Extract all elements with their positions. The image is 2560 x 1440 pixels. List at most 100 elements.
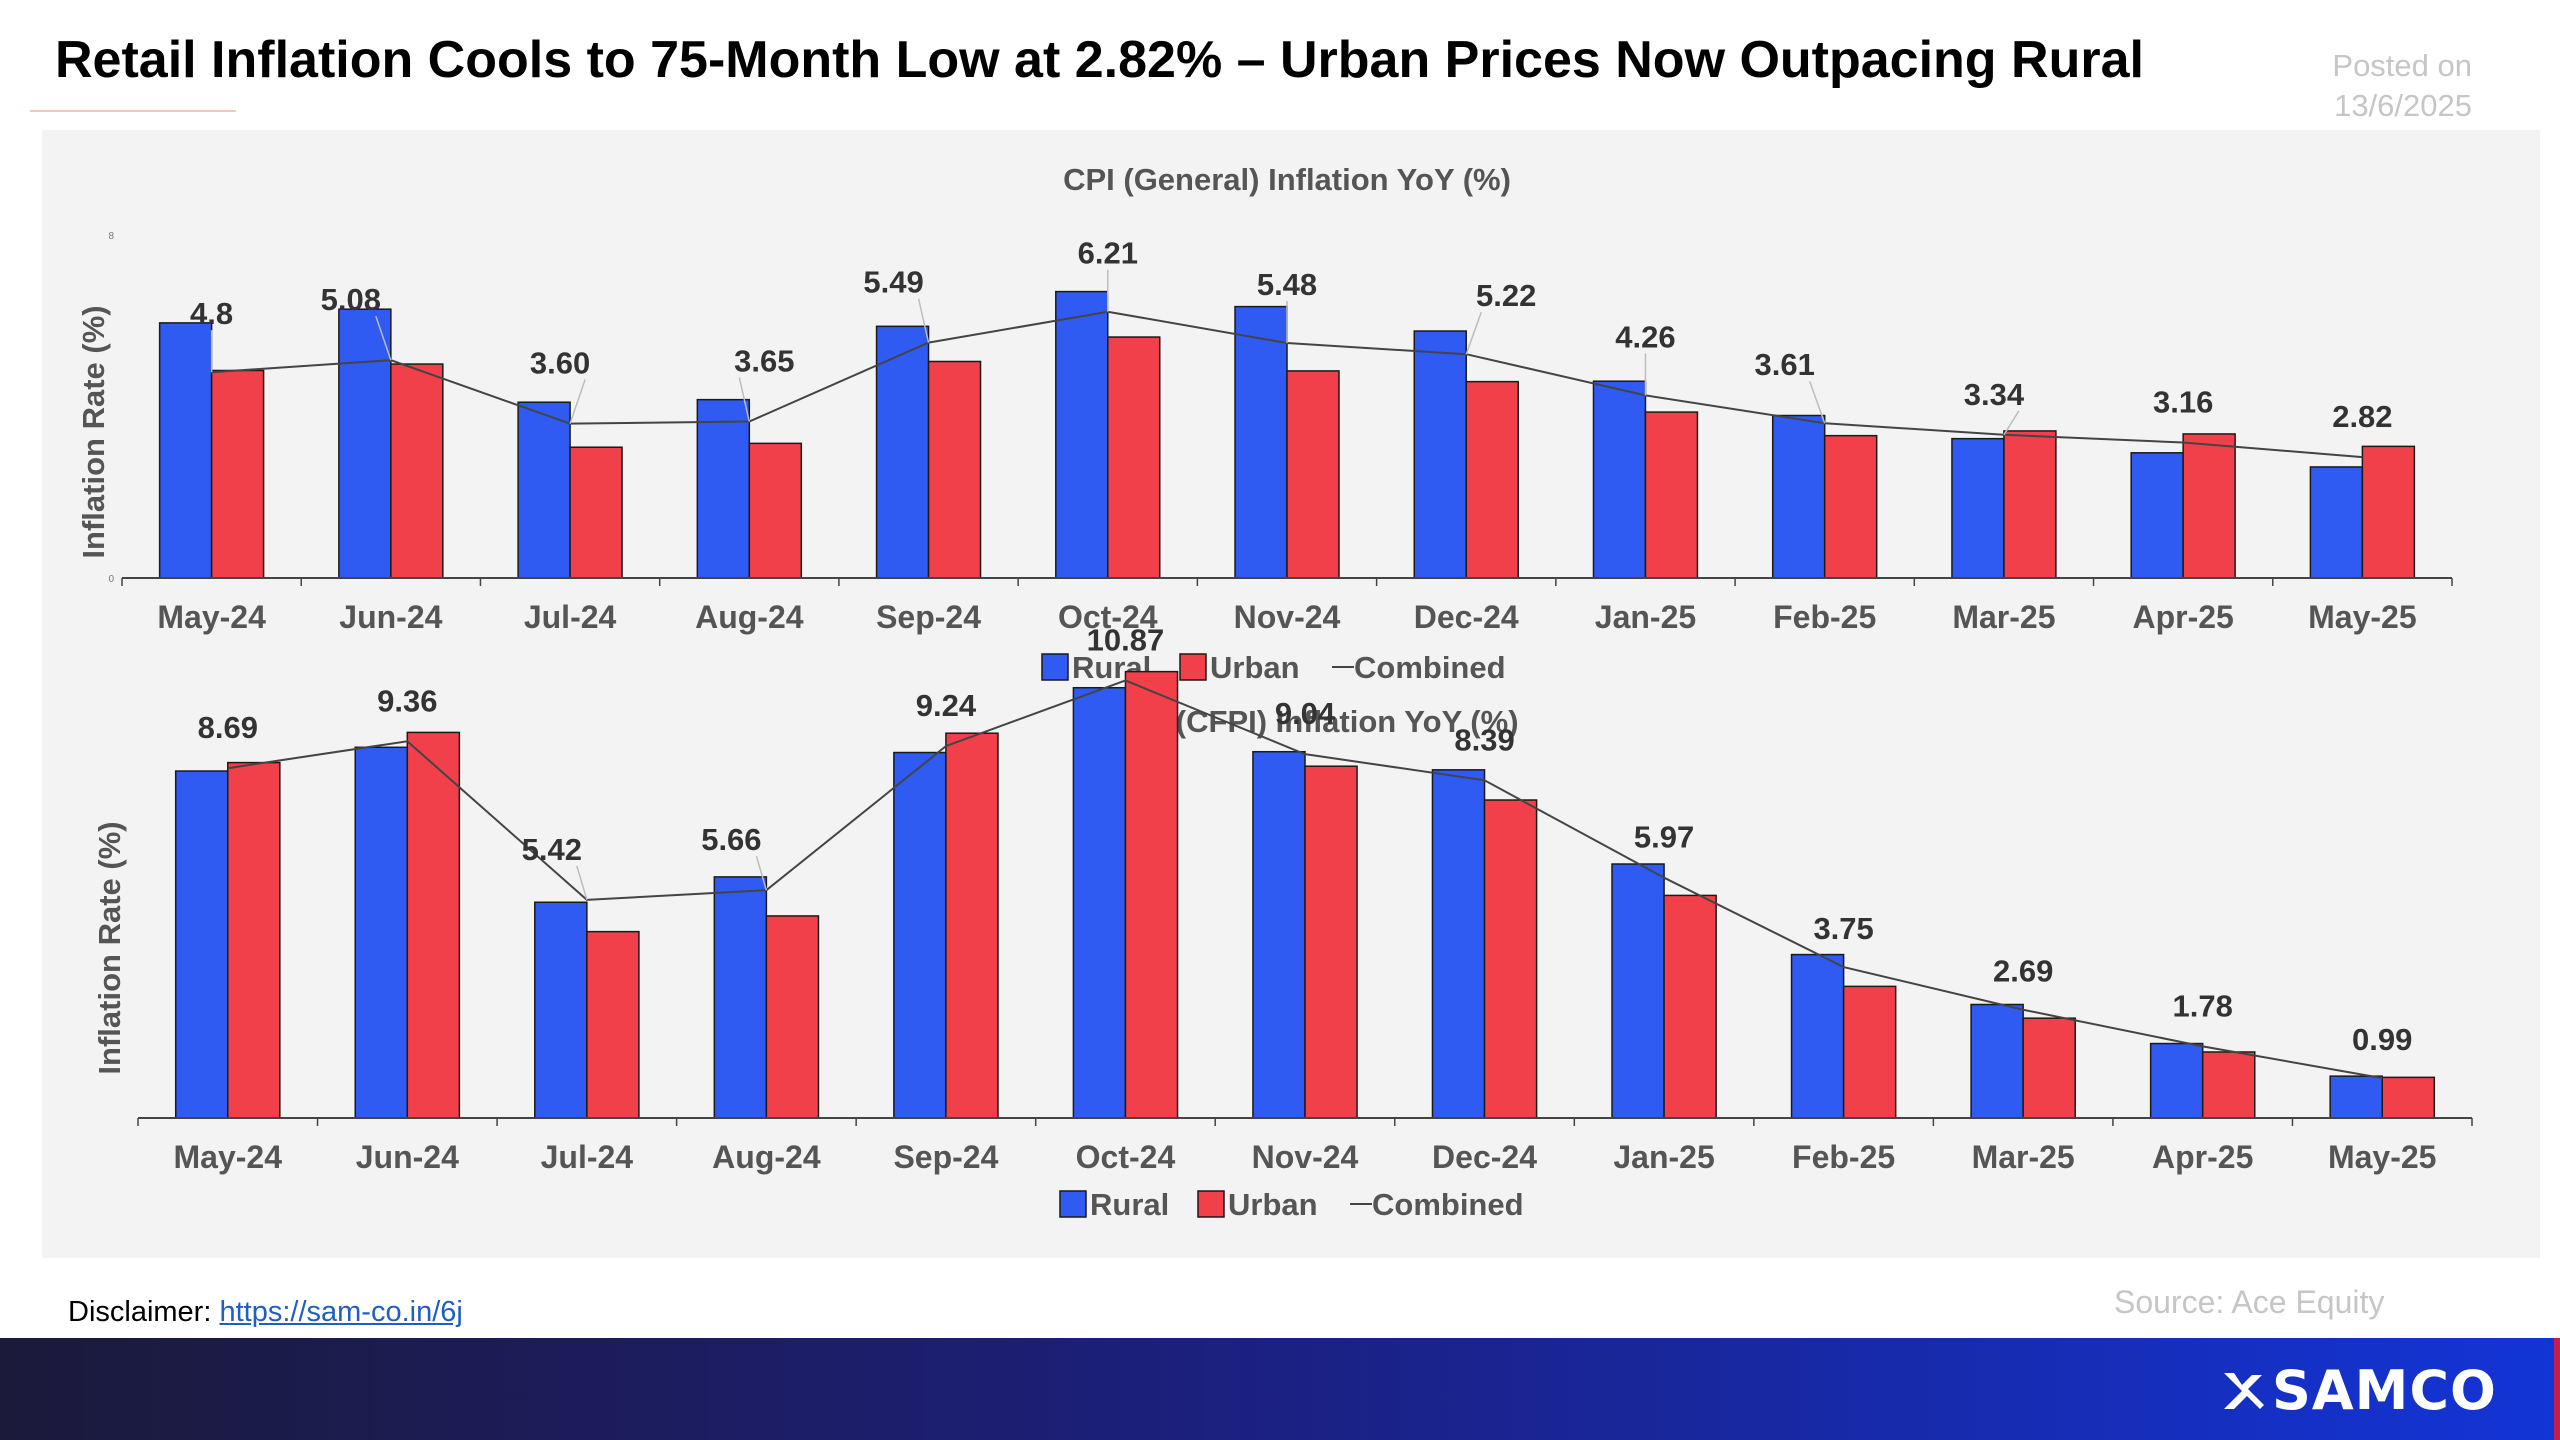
x-tick-label: Feb-25 <box>1792 1139 1895 1175</box>
x-tick-label: May-25 <box>2328 1139 2437 1175</box>
posted-date: 13/6/2025 <box>2334 88 2472 123</box>
data-label-may-25: 0.99 <box>2352 1022 2412 1057</box>
bar-urban-jan-25 <box>1663 894 1717 1119</box>
bar-urban-apr-25 <box>2201 1051 2256 1119</box>
bar-rural-aug-24 <box>713 876 768 1119</box>
data-label-leader <box>1465 311 1482 355</box>
bar-rural-may-25 <box>2329 1075 2383 1119</box>
x-tick-label: Oct-24 <box>1076 1139 1176 1175</box>
bar-rural-jan-25 <box>1611 863 1665 1119</box>
bar-urban-aug-24 <box>748 442 803 579</box>
legend-swatch-urban <box>1197 1190 1225 1218</box>
bar-rural-dec-24 <box>1431 769 1486 1119</box>
data-label-dec-24: 8.39 <box>1454 722 1514 757</box>
chart-ylabel-1: Inflation Rate (%) <box>76 305 111 558</box>
charts-panel: CPI (General) Inflation YoY (%) Inflation… <box>42 130 2540 1258</box>
disclaimer-label: Disclaimer: <box>68 1296 212 1328</box>
bar-urban-may-25 <box>2381 1076 2436 1119</box>
legend-swatch-rural <box>1041 653 1069 681</box>
bar-urban-jun-24 <box>406 731 461 1119</box>
data-label-aug-24: 5.66 <box>701 822 761 857</box>
data-label-leader <box>738 377 751 422</box>
data-label-leader <box>576 865 588 901</box>
bar-urban-may-24 <box>227 761 281 1119</box>
x-tick-label: Dec-24 <box>1432 1139 1537 1175</box>
data-label-may-24: 4.8 <box>190 296 233 331</box>
data-label-nov-24: 9.04 <box>1275 696 1336 731</box>
x-tick-label: May-25 <box>2308 599 2417 635</box>
data-label-feb-25: 3.61 <box>1755 347 1815 382</box>
bar-urban-jan-25 <box>1644 411 1699 579</box>
bar-urban-feb-25 <box>1842 985 1897 1119</box>
data-label-may-24: 8.69 <box>198 710 258 745</box>
bar-rural-jul-24 <box>517 401 571 579</box>
bar-urban-nov-24 <box>1304 765 1358 1119</box>
bar-urban-may-25 <box>2361 445 2416 579</box>
data-label-feb-25: 3.75 <box>1813 911 1873 946</box>
bar-rural-sep-24 <box>893 751 947 1119</box>
samco-logo[interactable]: SAMCO <box>2218 1359 2497 1422</box>
disclaimer: Disclaimer: https://sam-co.in/6j <box>68 1296 463 1329</box>
charts-svg: CPI (General) Inflation YoY (%) Inflation… <box>76 162 2473 1222</box>
data-label-nov-24: 5.48 <box>1257 267 1317 302</box>
x-tick-label: Apr-25 <box>2132 599 2233 635</box>
x-tick-label: Apr-25 <box>2152 1139 2253 1175</box>
disclaimer-link[interactable]: https://sam-co.in/6j <box>219 1296 463 1328</box>
x-tick-label: Jan-25 <box>1613 1139 1714 1175</box>
legend-swatch-urban <box>1179 653 1207 681</box>
bar-rural-apr-25 <box>2149 1042 2204 1119</box>
x-tick-label: Jan-25 <box>1595 599 1696 635</box>
x-tick-label: May-24 <box>157 599 266 635</box>
bar-urban-oct-24 <box>1124 670 1179 1119</box>
x-tick-label: Nov-24 <box>1252 1139 1359 1175</box>
data-label-mar-25: 2.69 <box>1993 954 2053 989</box>
x-tick-label: Oct-24 <box>1058 599 1158 635</box>
bar-rural-aug-24 <box>696 398 751 579</box>
bar-rural-may-24 <box>158 322 213 579</box>
chart-ylabel-2: Inflation Rate (%) <box>92 821 127 1074</box>
data-label-sep-24: 9.24 <box>916 688 977 723</box>
data-label-oct-24: 10.87 <box>1087 622 1165 657</box>
samco-logo-icon <box>2224 1373 2264 1409</box>
data-label-leader <box>375 315 392 361</box>
bar-rural-dec-24 <box>1413 330 1467 579</box>
x-tick-label: Sep-24 <box>876 599 981 635</box>
bar-urban-mar-25 <box>2022 1017 2076 1119</box>
x-tick-label: Feb-25 <box>1773 599 1876 635</box>
footer-accent-edge <box>2554 1338 2560 1440</box>
data-label-jul-24: 3.60 <box>530 346 590 381</box>
data-label-dec-24: 5.22 <box>1476 278 1536 313</box>
x-tick-label: Jul-24 <box>541 1139 634 1175</box>
bar-rural-may-24 <box>174 770 229 1119</box>
legend-label-combined: Combined <box>1354 650 1506 685</box>
bar-urban-apr-25 <box>2182 433 2236 579</box>
bar-rural-sep-24 <box>875 325 930 579</box>
data-label-leader <box>917 298 930 343</box>
bar-urban-dec-24 <box>1465 380 1519 579</box>
posted-date-block: Posted on 13/6/2025 <box>2332 46 2472 126</box>
bar-urban-feb-25 <box>1823 434 1878 579</box>
bar-rural-jan-25 <box>1592 380 1647 579</box>
bar-urban-nov-24 <box>1286 370 1340 579</box>
footer-bar: SAMCO <box>0 1338 2560 1440</box>
page-title: Retail Inflation Cools to 75-Month Low a… <box>55 31 2144 89</box>
legend-label-rural: Rural <box>1090 1187 1169 1222</box>
x-tick-label: Nov-24 <box>1234 599 1341 635</box>
x-tick-label: Sep-24 <box>893 1139 998 1175</box>
data-label-jan-25: 4.26 <box>1615 319 1675 354</box>
legend-swatch-rural <box>1059 1190 1087 1218</box>
data-label-jun-24: 5.08 <box>321 282 381 317</box>
bar-rural-jun-24 <box>338 308 392 579</box>
bar-rural-oct-24 <box>1055 290 1109 579</box>
data-label-may-25: 2.82 <box>2332 399 2392 434</box>
bar-rural-nov-24 <box>1234 305 1288 579</box>
data-label-leader <box>2003 410 2020 436</box>
source-note: Source: Ace Equity <box>2114 1284 2385 1320</box>
chart-title-1: CPI (General) Inflation YoY (%) <box>1063 162 1511 197</box>
bar-urban-sep-24 <box>945 732 999 1119</box>
bar-urban-jul-24 <box>569 446 623 579</box>
bar-rural-feb-25 <box>1790 953 1845 1119</box>
x-tick-label: Aug-24 <box>695 599 804 635</box>
data-label-leader <box>1808 380 1826 424</box>
legend-label-combined: Combined <box>1372 1187 1524 1222</box>
